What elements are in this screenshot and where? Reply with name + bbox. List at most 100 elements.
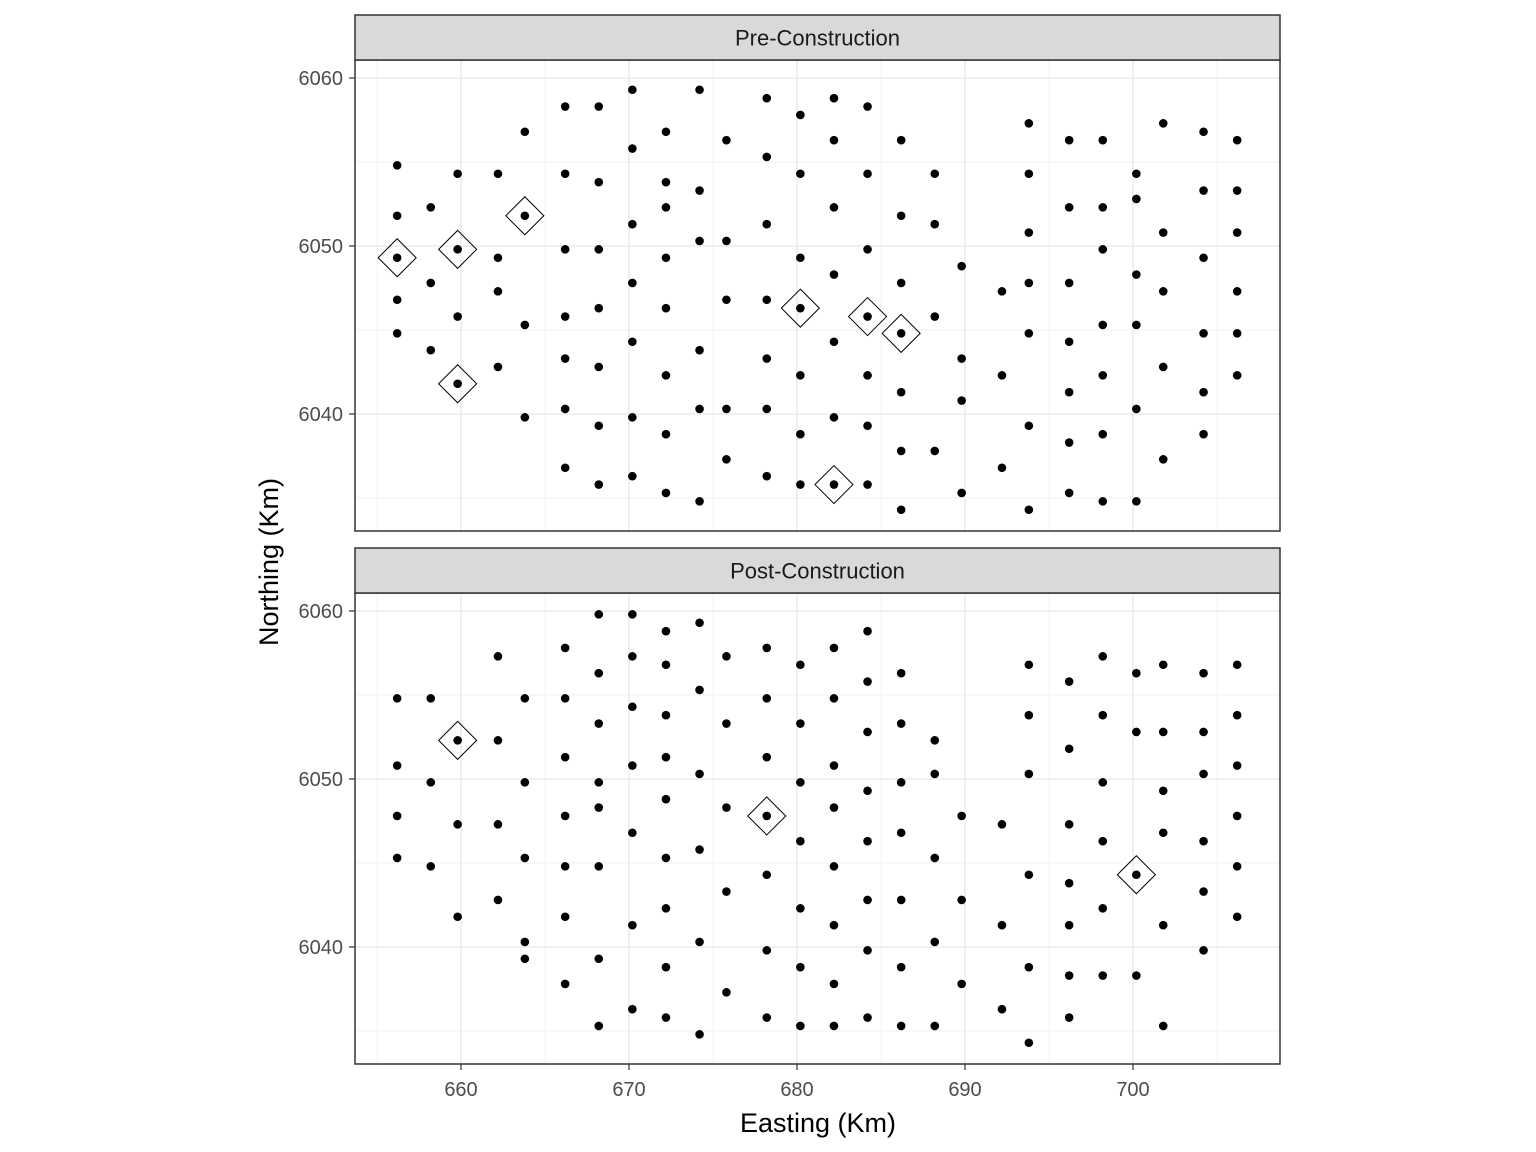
data-point [594,303,604,313]
data-point [560,912,570,922]
data-point [661,253,671,263]
data-point [829,270,839,279]
data-point [520,694,530,703]
data-point [863,169,872,179]
data-point [1158,362,1168,372]
data-point [1098,135,1108,145]
data-point [762,1013,772,1022]
data-point [560,463,570,473]
data-point [560,404,570,414]
data-point [1158,228,1168,237]
data-point [594,803,604,812]
data-point [520,413,530,422]
panels-layer: 6040 6050 6060 Pre-Construction 6040 6050 6060… [299,14,1281,1065]
data-point [1098,497,1108,506]
data-point [560,862,570,871]
data-point [1098,203,1108,212]
data-point [762,643,772,653]
y-tick-label: 6060 [299,68,344,90]
data-point [493,736,503,745]
data-point [829,413,839,422]
data-point [661,127,671,137]
data-point [930,1021,940,1031]
plot-background [355,60,1280,531]
data-point [628,920,637,930]
data-point [957,488,966,498]
data-point [1098,245,1108,254]
data-point [493,169,503,179]
x-tick-label: 660 [444,1079,477,1101]
data-point [829,643,839,653]
data-point [1232,660,1242,670]
data-point [997,820,1007,829]
data-point [493,287,503,296]
data-point [1199,727,1208,737]
data-point [1232,371,1242,380]
data-point [392,211,402,221]
data-point [392,253,402,263]
data-point [796,371,805,380]
data-point [762,870,772,880]
data-point [762,811,772,821]
data-point [863,727,872,737]
data-point [392,694,402,703]
data-point [796,719,805,728]
data-point [1024,870,1034,880]
data-point [762,694,772,703]
highlighted-marker [505,196,545,236]
data-point [930,219,940,229]
data-point [1024,119,1034,128]
data-point [1024,1038,1034,1048]
data-point [392,853,402,863]
data-point [997,463,1007,473]
data-point [863,836,872,846]
data-point [695,845,704,854]
data-point [997,287,1007,296]
data-point [628,471,637,481]
x-tick-label: 690 [948,1079,981,1101]
data-point [829,1021,839,1031]
data-point [1158,920,1168,930]
data-point [796,778,805,787]
data-point [863,245,872,254]
data-point [1024,329,1034,338]
y-tick-label: 6040 [299,404,344,426]
x-axis-title: Easting (Km) [740,1108,896,1138]
data-point [930,446,940,456]
data-point [1064,337,1074,347]
x-tick-label: 700 [1116,1079,1149,1101]
data-point [1064,1013,1074,1022]
data-point [493,362,503,372]
data-point [997,920,1007,930]
y-tick-label: 6050 [299,236,344,258]
data-point [560,354,570,363]
data-point [1232,329,1242,338]
data-point [1024,710,1034,720]
data-point [560,169,570,179]
data-point [896,895,906,905]
data-point [930,169,940,179]
data-point [426,778,436,787]
data-point [520,127,530,137]
data-point [796,169,805,179]
data-point [1024,962,1034,972]
data-point [661,962,671,972]
data-point [1064,878,1074,888]
data-point [493,652,503,661]
data-point [1199,387,1208,397]
data-point [997,1004,1007,1014]
data-point [1158,287,1168,296]
facet-strip-label: Pre-Construction [735,26,900,51]
data-point [661,710,671,720]
data-point [863,946,872,955]
data-point [1232,761,1242,770]
data-point [453,312,462,321]
data-point [762,946,772,955]
data-point [594,954,604,964]
data-point [829,337,839,347]
data-point [426,345,436,355]
data-point [1064,744,1074,754]
data-point [930,937,940,947]
data-point [957,895,966,905]
data-point [1064,438,1074,447]
